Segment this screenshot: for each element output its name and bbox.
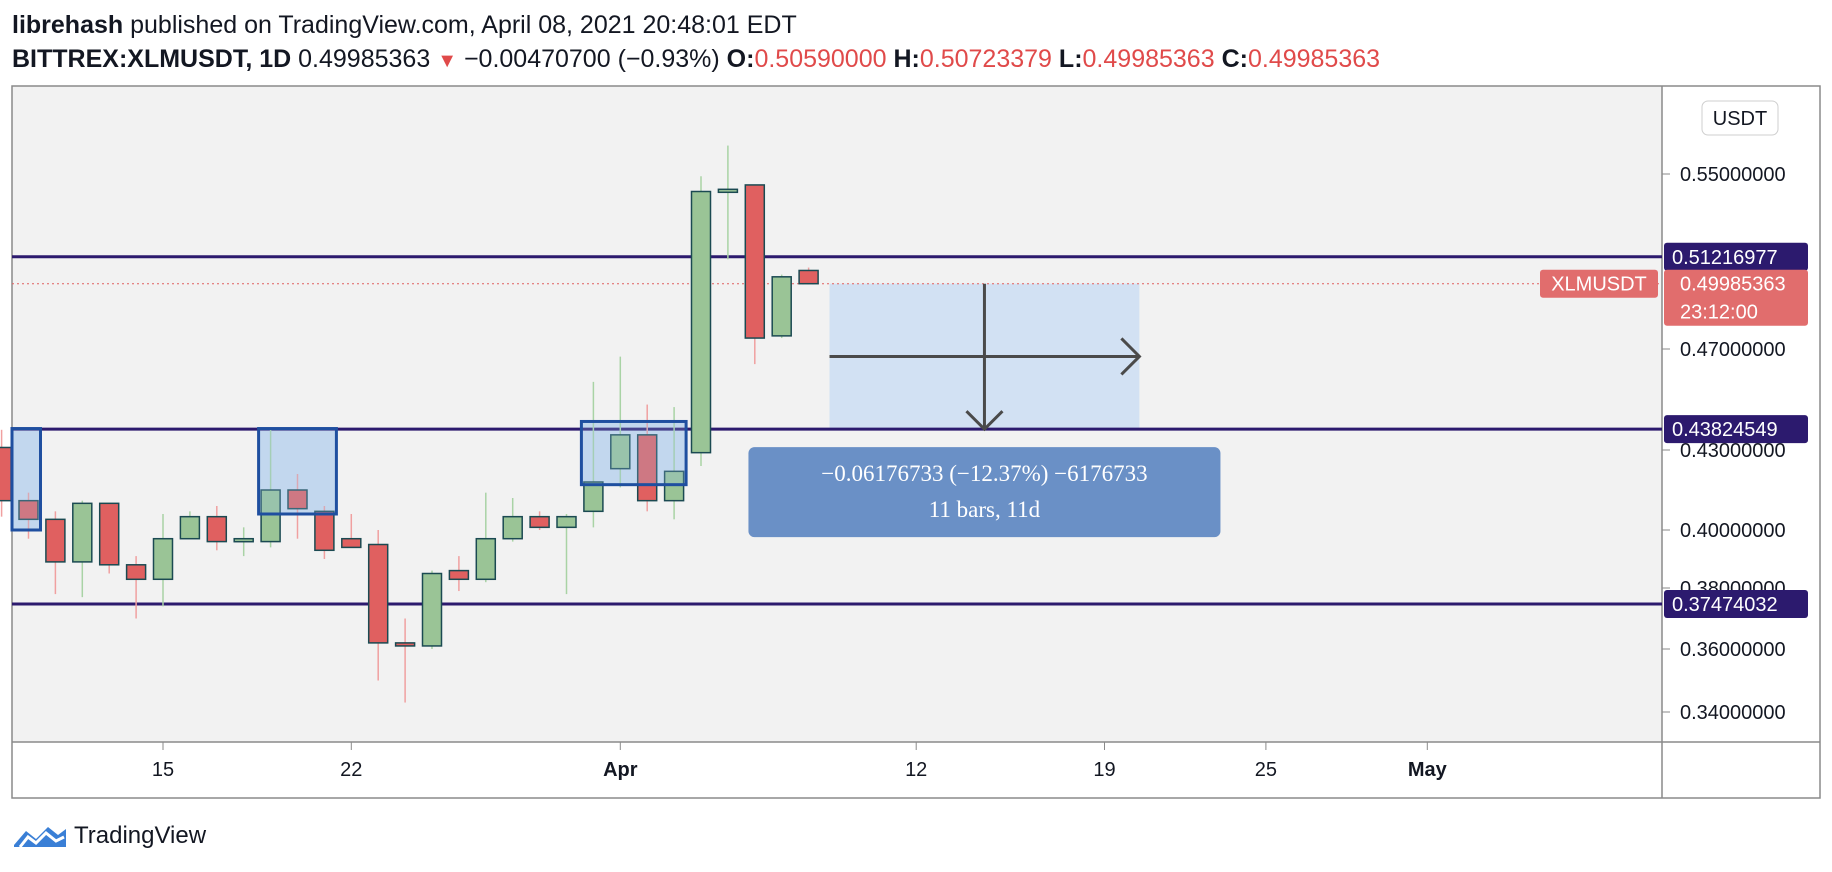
- x-tick-label: 12: [905, 759, 927, 781]
- symbol-badge-label: XLMUSDT: [1551, 274, 1647, 296]
- candle-body[interactable]: [421, 572, 443, 647]
- x-tick-label: 22: [340, 759, 362, 781]
- candle-body[interactable]: [475, 537, 497, 581]
- high-value: 0.50723379: [919, 45, 1052, 73]
- level-price-label: 0.51216977: [1672, 247, 1778, 269]
- candle-body[interactable]: [314, 510, 335, 552]
- arrow-down-icon: [965, 410, 1004, 432]
- candle-body[interactable]: [260, 489, 281, 543]
- y-tick-label: 0.47000000: [1680, 339, 1786, 361]
- price-change: −0.00470700 (−0.93%): [463, 45, 720, 73]
- footer: TradingView: [12, 818, 206, 854]
- low-value: 0.49985363: [1082, 45, 1215, 73]
- x-tick-label: 15: [152, 759, 174, 781]
- candle-body[interactable]: [125, 564, 147, 581]
- candle-body[interactable]: [233, 537, 254, 543]
- change-down-icon: ▼: [437, 50, 457, 72]
- x-tick-label: 19: [1093, 759, 1115, 781]
- candle-body[interactable]: [394, 642, 416, 647]
- brand-label[interactable]: TradingView: [74, 822, 207, 849]
- y-tick-label: 0.43000000: [1680, 440, 1786, 462]
- level-price-label: 0.43824549: [1672, 419, 1778, 441]
- measure-tooltip: [748, 447, 1221, 538]
- pattern-box[interactable]: [579, 419, 688, 487]
- candle-body[interactable]: [744, 184, 766, 339]
- open-label: O:: [726, 45, 755, 73]
- currency-badge[interactable]: [1701, 100, 1779, 136]
- candle-body[interactable]: [98, 502, 120, 566]
- measure-change-text: −0.06176733 (−12.37%) −6176733: [821, 461, 1147, 486]
- candle-body[interactable]: [690, 190, 712, 454]
- current-price-label: 0.49985363: [1680, 274, 1786, 296]
- close-value: 0.49985363: [1247, 45, 1381, 73]
- candle-body[interactable]: [502, 515, 523, 540]
- x-tick-label: 25: [1255, 759, 1277, 781]
- symbol-label[interactable]: BITTREX:XLMUSDT, 1D: [12, 45, 292, 73]
- high-label: H:: [893, 45, 920, 73]
- publish-text: published on TradingView.com, April 08, …: [130, 11, 797, 39]
- last-price: 0.49985363: [298, 45, 431, 73]
- arrow-right-icon: [1120, 337, 1142, 376]
- x-tick-label: Apr: [603, 759, 638, 781]
- pattern-box[interactable]: [10, 427, 42, 532]
- currency-label: USDT: [1713, 108, 1767, 130]
- open-value: 0.50590000: [754, 45, 887, 73]
- candle-body[interactable]: [45, 518, 66, 563]
- publish-info: librehash published on TradingView.com, …: [12, 8, 1380, 42]
- candle-body[interactable]: [0, 446, 12, 502]
- close-label: C:: [1221, 45, 1248, 73]
- bar-countdown-label: 23:12:00: [1680, 302, 1758, 324]
- candle-body[interactable]: [717, 188, 739, 194]
- candle-body[interactable]: [206, 515, 228, 543]
- author-name[interactable]: librehash: [12, 11, 124, 39]
- level-price-badge: [1664, 590, 1808, 619]
- level-price-badge: [1664, 415, 1808, 444]
- low-label: L:: [1058, 45, 1083, 73]
- candle-body[interactable]: [341, 537, 362, 549]
- tradingview-logo-icon: [14, 827, 66, 848]
- candle-body[interactable]: [72, 502, 93, 563]
- candle-body[interactable]: [179, 515, 201, 540]
- candle-body[interactable]: [529, 515, 550, 529]
- candle-body[interactable]: [771, 276, 792, 337]
- candle-body[interactable]: [583, 481, 604, 513]
- level-price-label: 0.37474032: [1672, 594, 1778, 616]
- plot-area[interactable]: [12, 86, 1662, 742]
- pattern-box[interactable]: [257, 427, 338, 516]
- y-tick-label: 0.34000000: [1680, 702, 1786, 724]
- candle-body[interactable]: [556, 515, 577, 529]
- candle-body[interactable]: [448, 569, 470, 581]
- candle-body[interactable]: [287, 489, 308, 510]
- y-tick-label: 0.40000000: [1680, 520, 1786, 542]
- chart-header: librehash published on TradingView.com, …: [12, 8, 1380, 78]
- y-tick-label: 0.36000000: [1680, 639, 1786, 661]
- measure-bars-text: 11 bars, 11d: [929, 497, 1041, 522]
- x-tick-label: May: [1408, 759, 1448, 781]
- y-tick-label: 0.55000000: [1680, 164, 1786, 186]
- candle-body[interactable]: [798, 269, 819, 285]
- current-price-badge: [1664, 269, 1808, 326]
- level-price-badge: [1664, 242, 1808, 271]
- symbol-badge: [1540, 269, 1658, 298]
- candle-body[interactable]: [152, 537, 174, 581]
- candle-body[interactable]: [18, 499, 39, 521]
- candle-body[interactable]: [610, 434, 631, 470]
- ohlc-legend: BITTREX:XLMUSDT, 1D 0.49985363 ▼ −0.0047…: [12, 42, 1380, 78]
- candle-body[interactable]: [367, 543, 389, 644]
